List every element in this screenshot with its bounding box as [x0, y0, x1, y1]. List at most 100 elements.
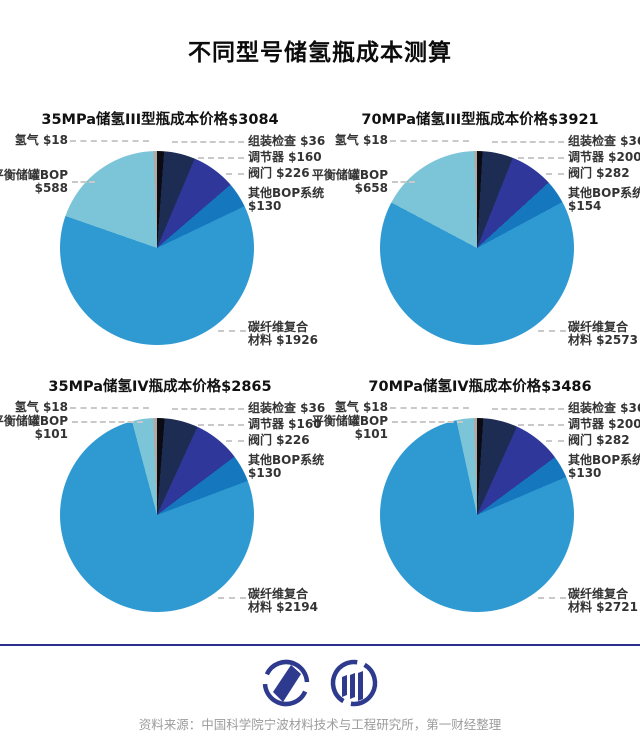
label-line: 碳纤维复合: [248, 587, 309, 601]
label-line: $130: [568, 466, 602, 480]
pie-chart-70mpa-iv: 70MPa储氢IV瓶成本价格$3486 氢气 $18 平衡储罐BOP $101 组…: [312, 372, 640, 637]
label-other-bop: 其他BOP系统 $154: [568, 187, 640, 213]
label-line: $658: [354, 181, 388, 195]
label-assembly: 组装检查 $36: [568, 402, 640, 415]
leader-line: [226, 173, 244, 175]
label-line: 组装检查 $36: [568, 134, 640, 148]
leader-line: [72, 421, 143, 423]
label-line: 平衡储罐BOP: [311, 168, 388, 182]
label-line: 材料 $1926: [248, 333, 318, 347]
chart-title: 35MPa储氢III型瓶成本价格$3084: [41, 112, 279, 128]
leader-line: [390, 140, 469, 142]
label-other-bop: 其他BOP系统 $130: [248, 454, 324, 480]
label-carbon-fiber: 碳纤维复合 材料 $2721: [568, 588, 638, 614]
leader-line: [518, 424, 564, 426]
pie: [380, 418, 574, 612]
label-line: 调节器 $200: [568, 417, 640, 431]
label-hydrogen: 氢气 $18: [335, 401, 388, 414]
chart-title: 70MPa储氢IV瓶成本价格$3486: [368, 379, 592, 395]
label-line: 其他BOP系统: [248, 186, 325, 200]
pie: [60, 151, 254, 345]
label-valve: 阀门 $282: [568, 434, 630, 447]
label-regulator: 调节器 $200: [568, 418, 640, 431]
label-line: 调节器 $160: [248, 417, 322, 431]
label-line: 平衡储罐BOP: [0, 414, 68, 428]
label-line: 碳纤维复合: [568, 587, 629, 601]
pie: [60, 418, 254, 612]
leader-line: [70, 407, 149, 409]
label-line: 氢气 $18: [14, 133, 68, 147]
label-line: 氢气 $18: [14, 400, 68, 414]
label-line: $130: [248, 199, 282, 213]
pie-chart-35mpa-iii: 35MPa储氢III型瓶成本价格$3084 氢气 $18 平衡储罐BOP$588…: [0, 105, 325, 370]
label-valve: 阀门 $226: [248, 167, 310, 180]
leader-line: [72, 181, 95, 183]
label-line: 调节器 $200: [568, 150, 640, 164]
label-assembly: 组装检查 $36: [248, 402, 325, 415]
leader-line: [546, 440, 564, 442]
leader-line: [538, 330, 566, 332]
label-regulator: 调节器 $160: [248, 418, 322, 431]
leader-line: [198, 424, 244, 426]
label-line: 氢气 $18: [334, 400, 388, 414]
leader-line: [198, 157, 244, 159]
label-line: $154: [568, 199, 602, 213]
label-line: 阀门 $226: [248, 433, 310, 447]
label-line: 其他BOP系统: [248, 453, 325, 467]
leader-line: [218, 330, 246, 332]
leader-line: [226, 440, 244, 442]
label-line: 组装检查 $36: [248, 401, 326, 415]
label-hydrogen: 氢气 $18: [15, 134, 68, 147]
pie: [380, 151, 574, 345]
label-hydrogen: 氢气 $18: [335, 134, 388, 147]
footer-divider-line: [0, 644, 640, 646]
label-line: 阀门 $282: [568, 433, 630, 447]
label-line: 材料 $2573: [568, 333, 638, 347]
label-line: 材料 $2194: [248, 600, 318, 614]
leader-line: [390, 407, 469, 409]
label-line: $101: [34, 427, 68, 441]
label-carbon-fiber: 碳纤维复合 材料 $1926: [248, 321, 318, 347]
label-hydrogen: 氢气 $18: [15, 401, 68, 414]
label-carbon-fiber: 碳纤维复合 材料 $2573: [568, 321, 638, 347]
source-note: 资料来源：中国科学院宁波材料技术与工程研究所，第一财经整理: [138, 717, 502, 732]
label-carbon-fiber: 碳纤维复合 材料 $2194: [248, 588, 318, 614]
label-regulator: 调节器 $200: [568, 151, 640, 164]
leader-line: [546, 173, 564, 175]
label-assembly: 组装检查 $36: [248, 135, 325, 148]
label-line: 碳纤维复合: [568, 320, 629, 334]
label-balance-bop: 平衡储罐BOP$588: [0, 169, 68, 195]
label-balance-bop: 平衡储罐BOP$101: [312, 415, 388, 441]
label-valve: 阀门 $226: [248, 434, 310, 447]
label-regulator: 调节器 $160: [248, 151, 322, 164]
page-title: 不同型号储氢瓶成本测算: [188, 40, 452, 66]
label-line: 氢气 $18: [334, 133, 388, 147]
label-line: 阀门 $226: [248, 166, 310, 180]
label-valve: 阀门 $282: [568, 167, 630, 180]
label-line: 其他BOP系统: [568, 453, 640, 467]
label-line: 平衡储罐BOP: [311, 414, 388, 428]
label-line: $588: [34, 181, 68, 195]
leader-line: [538, 597, 566, 599]
label-line: 调节器 $160: [248, 150, 322, 164]
leader-line: [392, 421, 463, 423]
label-line: 组装检查 $36: [568, 401, 640, 415]
footer-logos: [0, 658, 640, 708]
pie-chart-35mpa-iv: 35MPa储氢IV瓶成本价格$2865 氢气 $18 平衡储罐BOP$101 组…: [0, 372, 325, 637]
label-line: 组装检查 $36: [248, 134, 326, 148]
leader-line: [172, 408, 244, 410]
label-line: 平衡储罐BOP: [0, 168, 68, 182]
yicai-bars-logo-icon: [330, 659, 378, 707]
label-line: 材料 $2721: [568, 600, 638, 614]
chart-title: 70MPa储氢III型瓶成本价格$3921: [361, 112, 599, 128]
label-line: $101: [354, 427, 388, 441]
label-other-bop: 其他BOP系统 $130: [248, 187, 324, 213]
label-line: 碳纤维复合: [248, 320, 309, 334]
label-line: $130: [248, 466, 282, 480]
leader-line: [392, 181, 415, 183]
leader-line: [70, 140, 149, 142]
label-line: 其他BOP系统: [568, 186, 640, 200]
leader-line: [492, 141, 564, 143]
pie-chart-70mpa-iii: 70MPa储氢III型瓶成本价格$3921 氢气 $18 平衡储罐BOP $658…: [312, 105, 640, 370]
